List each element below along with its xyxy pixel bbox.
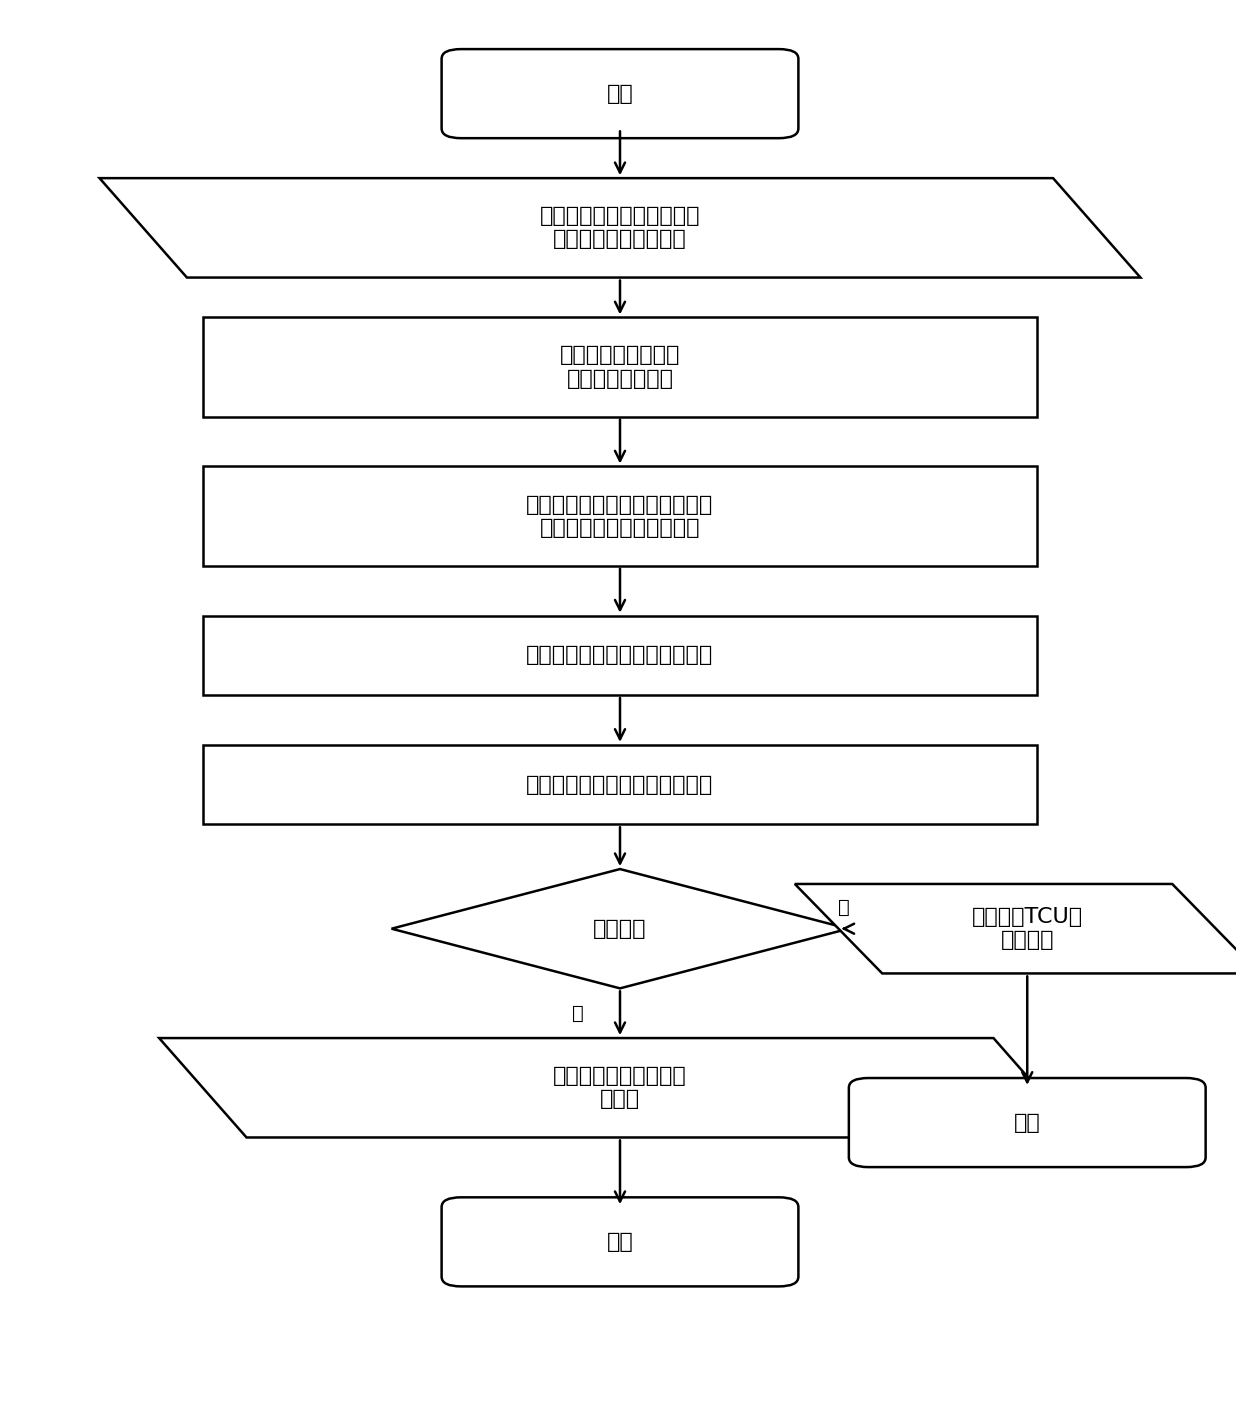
Bar <box>203 317 1037 416</box>
Text: 基于车载导航系统的
前方道路参数提取: 基于车载导航系统的 前方道路参数提取 <box>559 345 681 389</box>
Polygon shape <box>99 178 1141 277</box>
Polygon shape <box>392 869 848 988</box>
FancyBboxPatch shape <box>441 1197 799 1287</box>
FancyBboxPatch shape <box>441 50 799 138</box>
Text: 否: 否 <box>837 897 849 917</box>
FancyBboxPatch shape <box>849 1078 1205 1167</box>
Text: 继续使用TCU中
原换挡点: 继续使用TCU中 原换挡点 <box>972 907 1083 950</box>
Text: 开始: 开始 <box>606 84 634 104</box>
Text: 安全检查: 安全检查 <box>593 919 647 939</box>
Polygon shape <box>795 885 1240 974</box>
Text: 是: 是 <box>573 1004 584 1022</box>
Text: 获取当前车辆结构和状态参
数及动力传动系统参数: 获取当前车辆结构和状态参 数及动力传动系统参数 <box>539 206 701 250</box>
Bar <box>203 615 1037 694</box>
Bar <box>203 466 1037 565</box>
Text: 基于预测车辆状态进行工况划分: 基于预测车辆状态进行工况划分 <box>526 645 714 666</box>
Bar <box>203 746 1037 825</box>
Text: 针对不同工况制定最佳换挡策略: 针对不同工况制定最佳换挡策略 <box>526 774 714 795</box>
Text: 基于前方道路海拔信息预测车辆
未来状态（车速、挡位等）: 基于前方道路海拔信息预测车辆 未来状态（车速、挡位等） <box>526 494 714 538</box>
Polygon shape <box>159 1038 1081 1137</box>
Text: 结束: 结束 <box>1014 1112 1040 1133</box>
Text: 采用预测换挡点进行挡
位决策: 采用预测换挡点进行挡 位决策 <box>553 1066 687 1109</box>
Text: 结束: 结束 <box>606 1233 634 1252</box>
